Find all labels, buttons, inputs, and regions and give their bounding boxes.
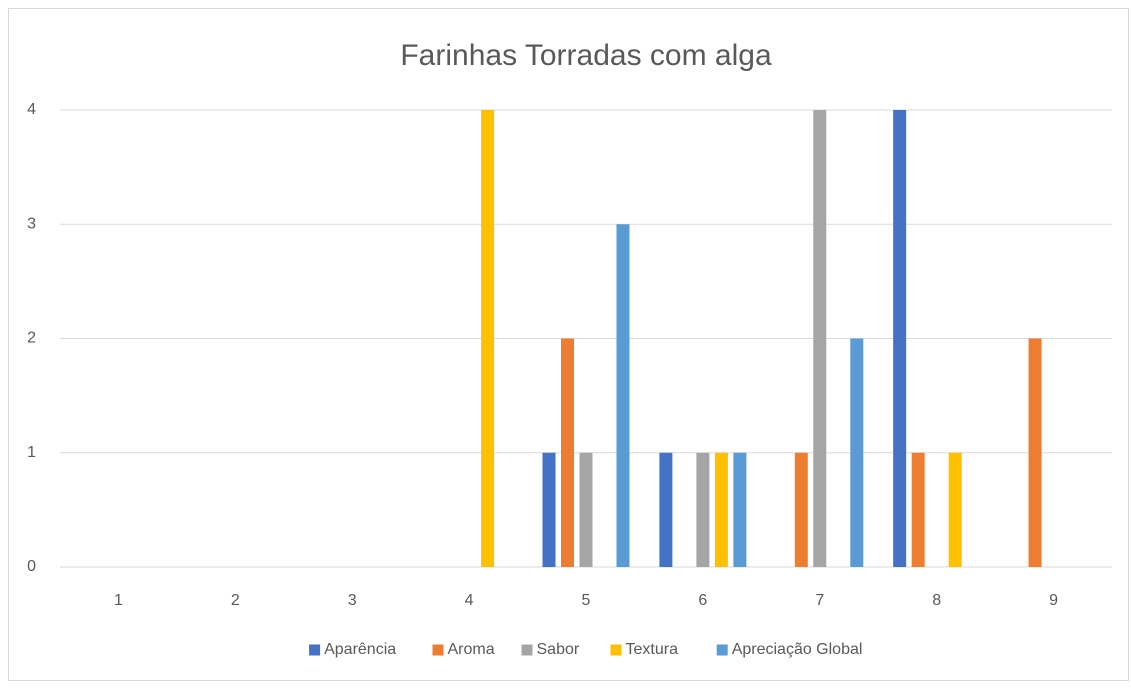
bar [579, 452, 593, 567]
y-tick-label: 1 [27, 444, 36, 461]
y-tick-label: 3 [27, 215, 36, 232]
bar [1028, 338, 1042, 567]
bar [616, 224, 630, 567]
bar [733, 452, 747, 567]
y-tick-label: 2 [27, 330, 36, 347]
bar [714, 452, 728, 567]
bar [911, 452, 925, 567]
x-tick-label: 4 [465, 592, 474, 609]
bar [481, 110, 495, 567]
x-tick-label: 3 [348, 592, 357, 609]
chart-title: Farinhas Torradas com alga [400, 39, 772, 72]
bar [813, 110, 827, 567]
bar [659, 452, 673, 567]
bar [561, 338, 574, 567]
legend-label: Aroma [448, 641, 495, 658]
bar [948, 452, 962, 567]
x-tick-label: 7 [815, 592, 824, 609]
x-tick-label: 8 [932, 592, 941, 609]
legend-swatch [521, 644, 533, 656]
y-tick-label: 4 [27, 101, 36, 118]
legend-swatch [309, 644, 321, 656]
legend-swatch [432, 644, 444, 656]
bar [696, 452, 710, 567]
bar [542, 452, 556, 567]
x-tick-label: 6 [698, 592, 707, 609]
legend-label: Apreciação Global [732, 641, 863, 658]
bar [893, 110, 907, 567]
x-tick-label: 1 [114, 592, 123, 609]
legend-label: Textura [626, 641, 679, 658]
x-tick-label: 5 [582, 592, 591, 609]
legend-label: Aparência [324, 641, 396, 658]
bar [850, 338, 864, 567]
legend-label: Sabor [537, 641, 580, 658]
x-tick-label: 9 [1049, 592, 1058, 609]
x-tick-label: 2 [231, 592, 240, 609]
y-tick-label: 0 [27, 558, 36, 575]
legend-swatch [610, 644, 622, 656]
bar [794, 452, 808, 567]
legend-swatch [716, 644, 728, 656]
